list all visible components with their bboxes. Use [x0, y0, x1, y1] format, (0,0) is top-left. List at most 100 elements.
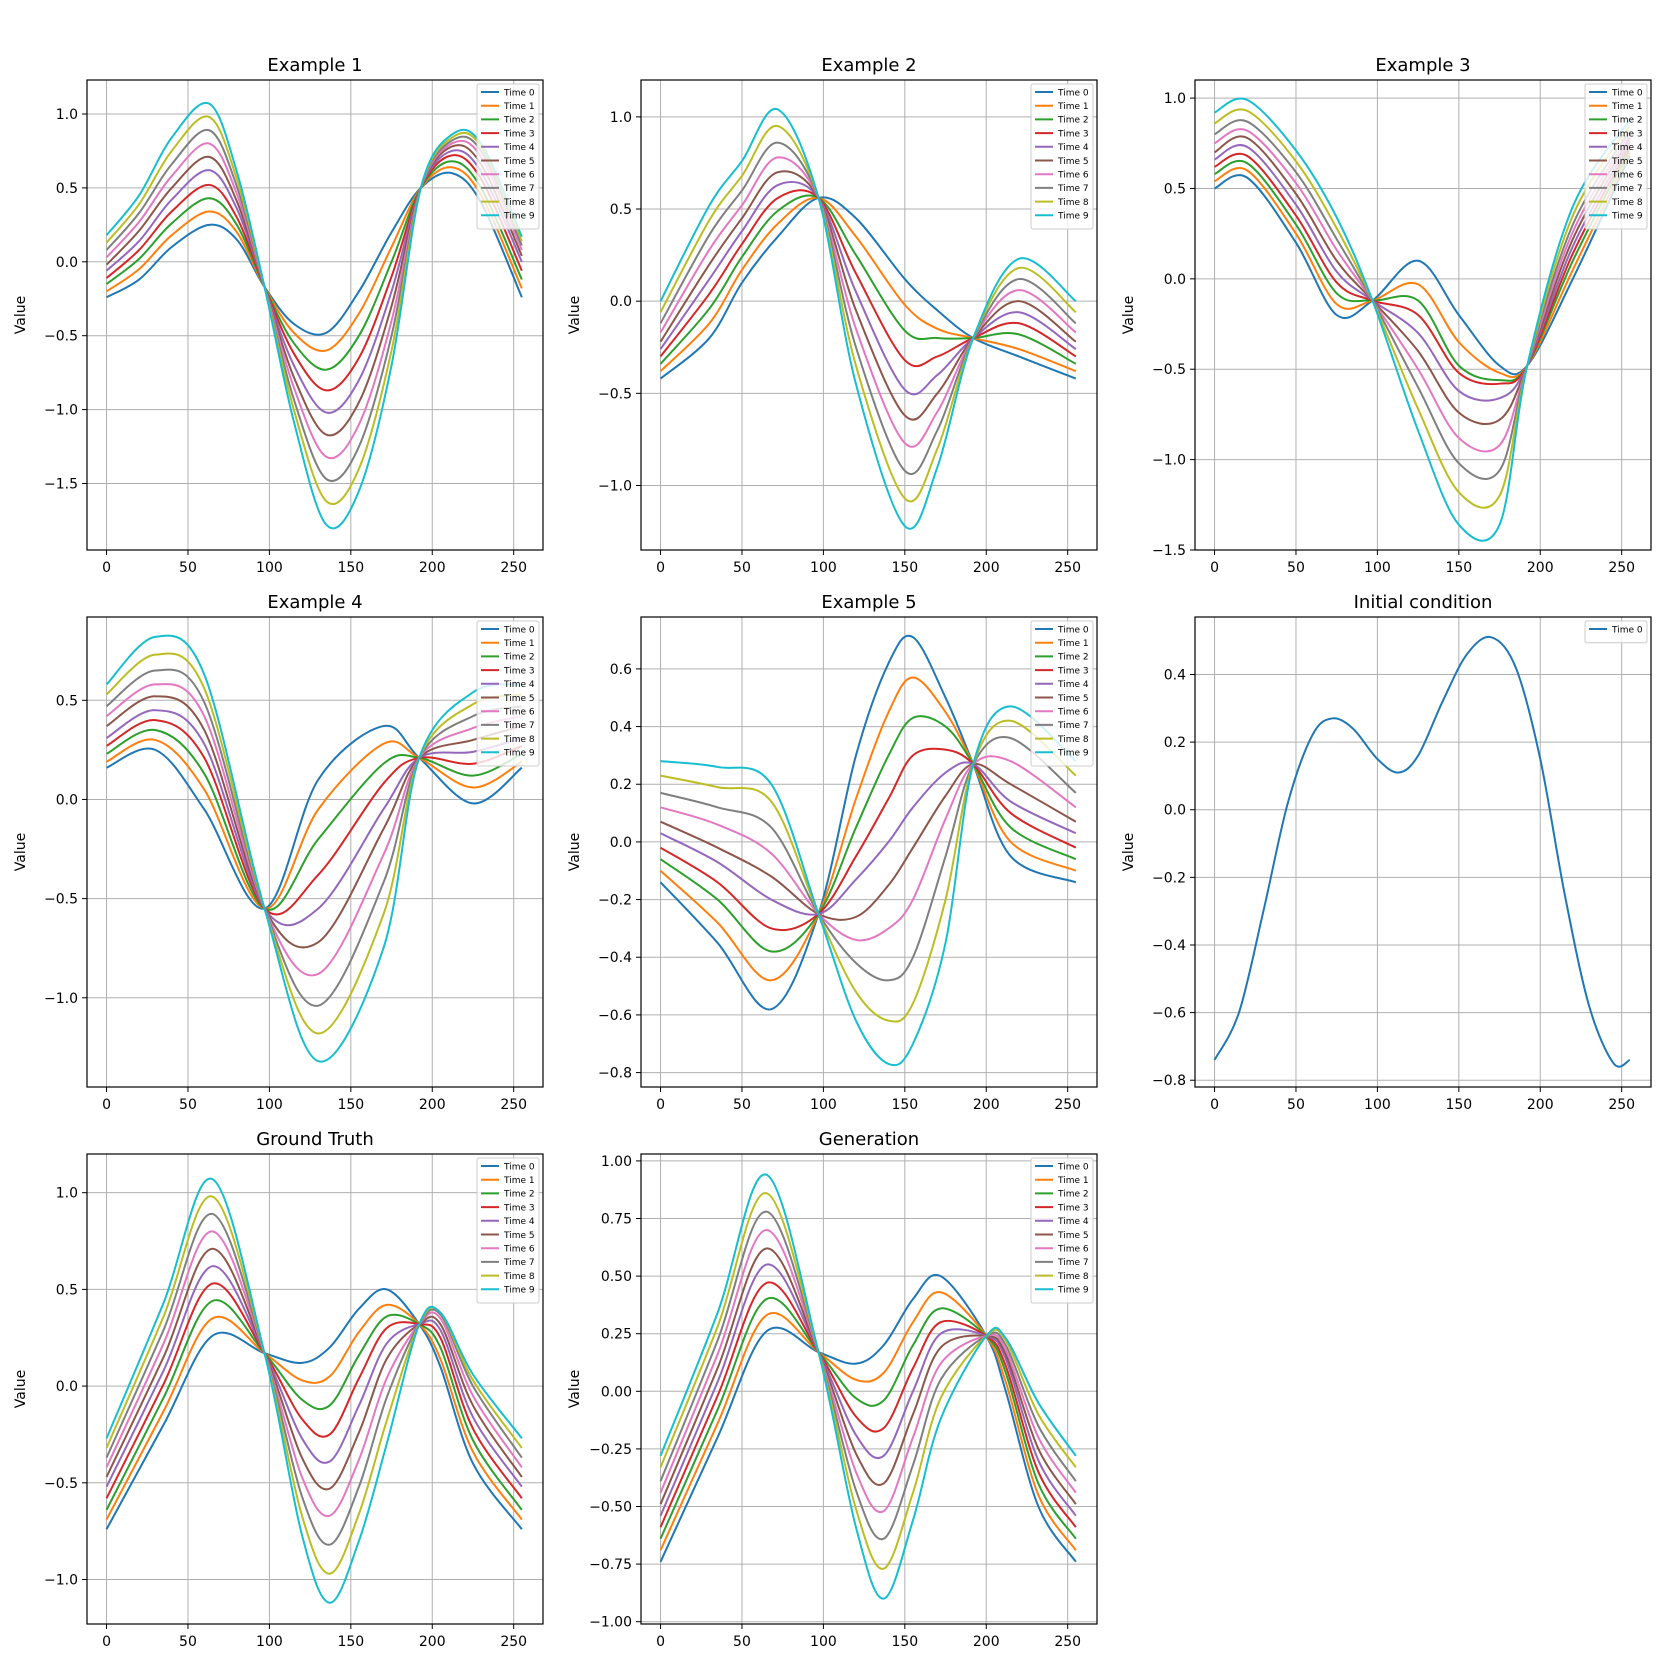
- x-tick-label: 150: [337, 1634, 364, 1650]
- legend-label: Time 5: [1057, 694, 1089, 704]
- series-lines: [659, 1173, 1077, 1600]
- legend-label: Time 4: [503, 680, 535, 690]
- series-line-time-4: [660, 761, 1077, 916]
- x-tick-label: 0: [1210, 560, 1219, 576]
- y-tick-label: 0.5: [1164, 181, 1186, 197]
- panel-title: Example 4: [267, 592, 362, 613]
- axes-frame: [640, 616, 1098, 1088]
- legend-label: Time 7: [1057, 1258, 1089, 1268]
- y-tick-label: 0.0: [56, 255, 78, 271]
- legend-label: Time 7: [1057, 721, 1089, 731]
- x-tick-label: 50: [733, 1634, 751, 1650]
- legend: Time 0 Time 1 Time 2 Time 3 Time 4 Time 5 Time…: [1030, 83, 1094, 230]
- legend-label: Time 2: [1057, 116, 1089, 126]
- y-tick-label: −1.5: [44, 476, 78, 492]
- series-line-time-8: [105, 652, 523, 1035]
- series-line-time-0: [105, 1288, 523, 1530]
- y-tick-label: 0.50: [601, 1269, 632, 1285]
- legend-label: Time 3: [1057, 129, 1089, 139]
- legend-label: Time 6: [1611, 171, 1643, 181]
- series-line-time-1: [105, 1303, 523, 1521]
- panel-title: Example 3: [1375, 55, 1470, 76]
- y-tick-label: 0.5: [56, 1282, 78, 1298]
- panel-title: Generation: [819, 1129, 919, 1150]
- series-line-time-6: [660, 755, 1077, 942]
- axes-frame: [1194, 79, 1652, 551]
- x-tick-label: 250: [1608, 560, 1635, 576]
- y-tick-label: 0.5: [56, 693, 78, 709]
- panel-title: Example 5: [821, 592, 916, 613]
- series-line-time-6: [105, 683, 523, 977]
- y-tick-label: 1.0: [1164, 91, 1186, 107]
- x-tick-label: 200: [973, 1097, 1000, 1113]
- series-lines: [659, 634, 1077, 1067]
- x-tick-label: 50: [179, 1097, 197, 1113]
- x-tick-label: 150: [891, 560, 918, 576]
- x-tick-label: 250: [1608, 1097, 1635, 1113]
- y-tick-label: −0.8: [1152, 1073, 1186, 1089]
- y-axis-label: Value: [1121, 833, 1137, 871]
- legend-label: Time 0: [1057, 625, 1089, 635]
- series-line-time-6: [105, 1230, 523, 1517]
- x-tick-label: 100: [256, 1097, 283, 1113]
- series-line-time-5: [1214, 135, 1631, 426]
- x-tick-label: 50: [179, 560, 197, 576]
- x-tick-label: 200: [419, 560, 446, 576]
- legend-box: [1584, 620, 1648, 644]
- series-line-time-7: [659, 141, 1077, 475]
- series-lines: [1214, 97, 1631, 542]
- series-line-time-0: [659, 196, 1077, 380]
- legend-label: Time 8: [503, 1272, 535, 1282]
- y-axis-label: Value: [13, 296, 29, 334]
- series-line-time-5: [105, 144, 523, 437]
- legend-label: Time 4: [1611, 143, 1643, 153]
- x-tick-label: 100: [256, 560, 283, 576]
- y-tick-label: 0.0: [56, 792, 78, 808]
- x-tick-label: 200: [1527, 560, 1554, 576]
- legend-label: Time 5: [503, 157, 535, 167]
- y-tick-label: −0.6: [1152, 1006, 1186, 1022]
- y-tick-label: −0.2: [1152, 870, 1186, 886]
- y-tick-label: −0.5: [44, 1476, 78, 1492]
- legend-label: Time 4: [503, 143, 535, 153]
- series-line-time-5: [660, 762, 1077, 921]
- y-axis-label: Value: [13, 1370, 29, 1408]
- x-tick-label: 50: [733, 560, 751, 576]
- x-tick-label: 50: [733, 1097, 751, 1113]
- series-line-time-7: [105, 1212, 523, 1546]
- y-tick-label: 0.25: [601, 1327, 632, 1343]
- x-tick-label: 0: [656, 1097, 665, 1113]
- y-tick-label: 0.0: [56, 1379, 78, 1395]
- series-line-time-4: [659, 181, 1077, 396]
- x-tick-label: 150: [337, 1097, 364, 1113]
- y-tick-label: −0.5: [44, 329, 78, 345]
- legend-label: Time 1: [503, 639, 535, 649]
- x-tick-label: 100: [810, 1097, 837, 1113]
- series-line-time-2: [659, 194, 1077, 365]
- legend-label: Time 1: [1057, 102, 1089, 112]
- legend: Time 0 Time 1 Time 2 Time 3 Time 4 Time 5 Time…: [1030, 620, 1094, 767]
- x-tick-label: 0: [1210, 1097, 1219, 1113]
- series-line-time-3: [660, 747, 1077, 932]
- legend-label: Time 6: [503, 1245, 535, 1255]
- panel-3: 0 50 100 150 200 250 −1.5 −1.0 −0.5 0.0 0.5 1.0 Exam…: [1121, 55, 1652, 576]
- series-line-time-4: [659, 1263, 1077, 1517]
- legend-label: Time 8: [1057, 198, 1089, 208]
- series-lines: [1213, 635, 1631, 1068]
- y-tick-label: −1.0: [44, 403, 78, 419]
- series-line-time-2: [659, 1296, 1077, 1540]
- series-lines: [105, 634, 523, 1063]
- y-axis-label: Value: [567, 833, 583, 871]
- series-line-time-3: [1214, 144, 1631, 386]
- series-line-time-5: [659, 170, 1077, 421]
- legend-label: Time 2: [503, 116, 535, 126]
- legend-label: Time 2: [503, 653, 535, 663]
- series-line-time-9: [105, 634, 522, 1063]
- y-axis-label: Value: [1121, 296, 1137, 334]
- legend-label: Time 0: [1057, 1162, 1089, 1172]
- legend-label: Time 7: [1611, 184, 1643, 194]
- y-tick-label: 0.4: [610, 720, 632, 736]
- legend-label: Time 3: [503, 666, 535, 676]
- legend-label: Time 8: [1611, 198, 1643, 208]
- legend-label: Time 5: [1057, 157, 1089, 167]
